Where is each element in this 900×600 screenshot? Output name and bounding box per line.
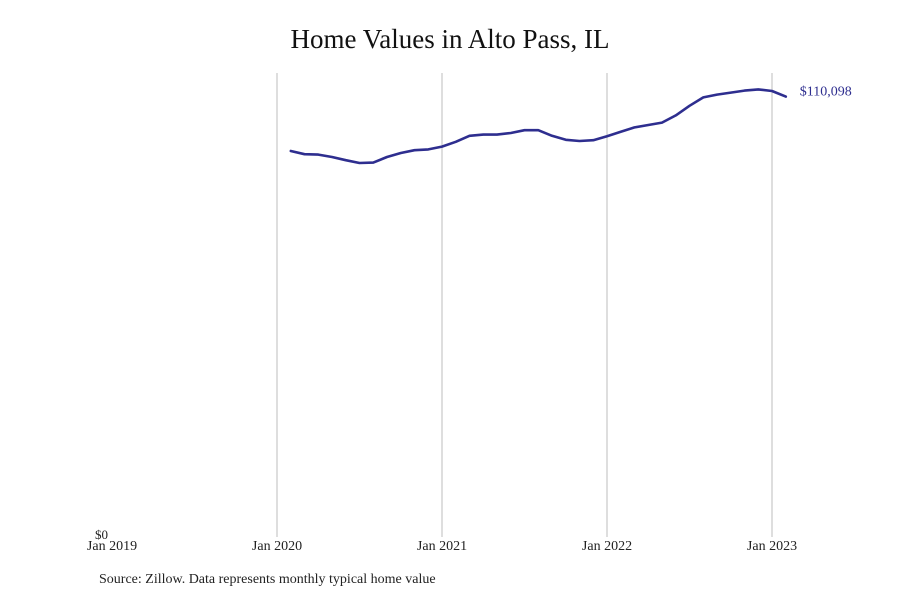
- data-point: [647, 124, 649, 126]
- data-point: [688, 105, 690, 107]
- grid-lines: [276, 73, 773, 537]
- data-point: [537, 129, 539, 131]
- data-point: [386, 156, 388, 158]
- data-point: [303, 153, 305, 155]
- data-point: [345, 159, 347, 161]
- data-point: [606, 135, 608, 137]
- data-point: [290, 150, 292, 152]
- data-point: [468, 135, 470, 137]
- data-point: [400, 152, 402, 154]
- data-point: [358, 162, 360, 164]
- chart-title: Home Values in Alto Pass, IL: [290, 24, 610, 54]
- data-point: [331, 156, 333, 158]
- data-point: [633, 126, 635, 128]
- y-tick-label: $0: [95, 527, 108, 542]
- data-point: [675, 114, 677, 116]
- data-point: [455, 141, 457, 143]
- data-point: [551, 135, 553, 137]
- source-note: Source: Zillow. Data represents monthly …: [99, 572, 436, 587]
- data-point: [441, 145, 443, 147]
- end-value-label: $110,098: [800, 85, 852, 100]
- data-point: [523, 129, 525, 131]
- data-point: [757, 88, 759, 90]
- x-tick-label: Jan 2021: [417, 539, 467, 554]
- data-point: [482, 133, 484, 135]
- data-point: [413, 149, 415, 151]
- data-labels: $110,098: [800, 85, 852, 100]
- data-point: [496, 133, 498, 135]
- series-lines: [289, 88, 788, 165]
- data-point: [578, 140, 580, 142]
- x-tick-label: Jan 2020: [252, 539, 302, 554]
- data-point: [730, 91, 732, 93]
- data-point: [592, 139, 594, 141]
- data-point: [702, 96, 704, 98]
- data-point: [785, 95, 787, 97]
- axis-labels: Jan 2019 Jan 2020 Jan 2021 Jan 2022 Jan 2023…: [87, 527, 797, 554]
- series-line-0: [289, 88, 788, 165]
- data-point: [620, 131, 622, 133]
- data-point: [771, 90, 773, 92]
- data-point: [372, 161, 374, 163]
- data-point: [427, 148, 429, 150]
- x-tick-label: Jan 2023: [747, 539, 797, 554]
- x-tick-label: Jan 2019: [87, 539, 137, 554]
- data-point: [510, 132, 512, 134]
- data-point: [743, 89, 745, 91]
- data-point: [661, 121, 663, 123]
- data-point: [317, 153, 319, 155]
- data-point: [565, 139, 567, 141]
- x-tick-label: Jan 2022: [582, 539, 632, 554]
- data-point: [716, 93, 718, 95]
